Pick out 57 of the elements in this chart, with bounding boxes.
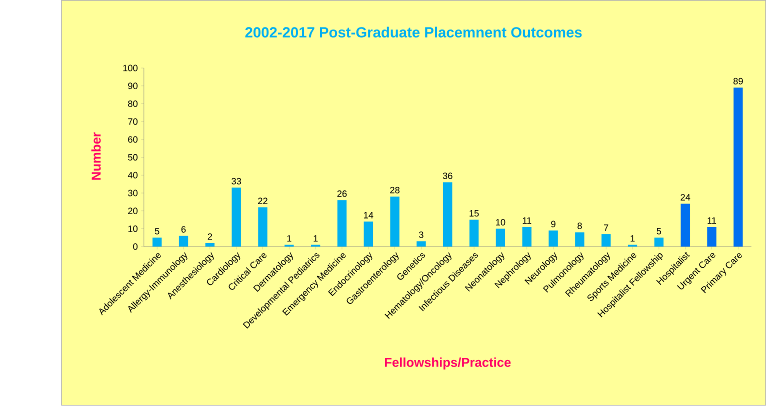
bar [205, 243, 215, 247]
data-label: 3 [419, 232, 424, 238]
y-tick-label: 60 [128, 136, 138, 143]
y-axis-title: Number [91, 132, 101, 180]
chart-title: 2002-2017 Post-Graduate Placemnent Outcomes [245, 26, 582, 38]
y-tick-label: 80 [128, 100, 138, 108]
y-tick-label: 10 [128, 226, 138, 232]
data-label: 10 [496, 219, 506, 226]
data-label: 6 [181, 226, 186, 233]
y-tick-label: 50 [128, 154, 138, 161]
data-label: 5 [154, 228, 160, 235]
bar [258, 207, 268, 247]
x-axis-title: Fellowships/Practice [384, 358, 511, 370]
bar [707, 227, 716, 247]
data-label: 26 [337, 190, 347, 198]
bar [602, 234, 611, 247]
data-label: 33 [232, 178, 242, 185]
bar [496, 228, 506, 247]
data-label: 28 [390, 186, 400, 194]
y-tick-label: 40 [128, 172, 138, 179]
bar [390, 196, 400, 247]
y-tick-label: 0 [133, 243, 138, 250]
data-label: 36 [442, 172, 452, 180]
bar [232, 188, 241, 247]
data-label: 8 [578, 222, 582, 230]
data-label: 11 [708, 218, 716, 224]
y-tick-label: 70 [128, 118, 138, 125]
data-label: 1 [314, 235, 318, 242]
bar [575, 232, 584, 247]
data-label: 11 [522, 218, 532, 224]
bar [680, 204, 690, 247]
bar [522, 227, 532, 247]
data-label: 24 [680, 194, 690, 201]
y-tick-label: 30 [128, 190, 138, 196]
bar [364, 222, 373, 247]
bar [416, 241, 426, 247]
data-label: 7 [604, 224, 608, 231]
data-label: 1 [287, 235, 292, 242]
bar [654, 238, 664, 247]
bar [469, 220, 479, 247]
y-tick-label: 100 [123, 64, 138, 72]
data-label: 89 [733, 78, 743, 85]
data-label: 22 [258, 198, 268, 204]
data-label: 2 [208, 234, 212, 240]
bar [152, 238, 162, 247]
bar [734, 88, 743, 247]
bar [178, 236, 188, 247]
y-tick-label: 20 [128, 208, 138, 214]
data-label: 15 [470, 210, 479, 217]
y-tick-label: 90 [128, 82, 138, 90]
data-label: 9 [551, 220, 556, 228]
bar [443, 182, 452, 247]
data-label: 5 [656, 228, 662, 235]
data-label: 14 [364, 212, 374, 218]
bar [548, 230, 558, 247]
data-label: 1 [630, 235, 635, 242]
bar [337, 200, 347, 247]
